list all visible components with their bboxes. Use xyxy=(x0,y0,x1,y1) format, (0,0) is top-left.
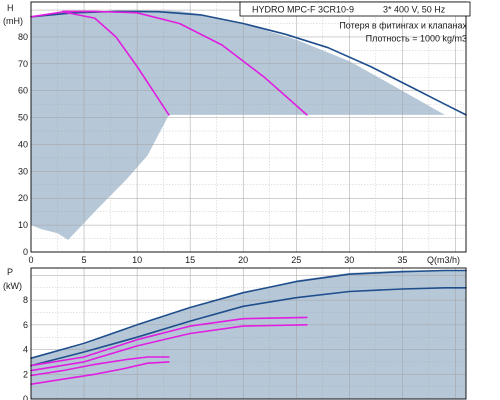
head-y-tick-label: 10 xyxy=(18,220,28,230)
header-box: HYDRO MPC-F 3CR10-9 3* 400 V, 50 Hz xyxy=(239,1,471,17)
head-x-tick-label: 30 xyxy=(344,255,354,265)
flow-axis-label: Q(m3/h) xyxy=(427,255,460,265)
head-x-tick-label: 20 xyxy=(238,255,248,265)
power-plot-frame xyxy=(30,267,467,400)
header-box-frame xyxy=(239,1,471,17)
power-curve-1 xyxy=(30,269,467,359)
density-note: Плотность = 1000 kg/m3 xyxy=(366,34,467,44)
head-x-tick-label: 10 xyxy=(132,255,142,265)
pump-model-label: HYDRO MPC-F 3CR10-9 xyxy=(252,5,354,15)
fittings-loss-note: Потеря в фитингах и клапанах xyxy=(339,21,467,31)
head-operating-envelope xyxy=(31,10,466,240)
head-axis-unit: (mH) xyxy=(3,16,23,26)
head-y-tick-label: 30 xyxy=(18,166,28,176)
power-curve-6 xyxy=(30,361,170,385)
head-x-tick-label: 25 xyxy=(291,255,301,265)
head-y-tick-label: 80 xyxy=(18,32,28,42)
supply-voltage-label: 3* 400 V, 50 Hz xyxy=(383,5,446,15)
power-axis-unit: (kW) xyxy=(3,281,22,291)
head-y-tick-label: 40 xyxy=(18,139,28,149)
head-y-tick-label: 60 xyxy=(18,86,28,96)
power-y-tick-label: 2 xyxy=(23,369,28,379)
head-x-tick-label: 5 xyxy=(82,255,87,265)
power-chart-panel: 0 2 4 6 8 xyxy=(23,267,467,400)
head-axis-label: H xyxy=(7,3,14,13)
head-x-tick-label: 0 xyxy=(28,255,33,265)
head-y-tick-label: 50 xyxy=(18,113,28,123)
power-axis-label: P xyxy=(7,267,13,277)
head-chart-panel: 0 10 20 30 40 50 60 70 80 0 5 10 15 20 25 30 35 xyxy=(18,1,467,265)
power-y-tick-label: 8 xyxy=(23,295,28,305)
power-curve-5 xyxy=(30,356,170,377)
head-y-tick-label: 0 xyxy=(23,247,28,257)
power-curve-3 xyxy=(30,316,308,367)
power-y-tick-label: 4 xyxy=(23,345,28,355)
power-y-tick-label: 6 xyxy=(23,320,28,330)
power-curve-4 xyxy=(30,324,308,372)
head-x-tick-label: 15 xyxy=(185,255,195,265)
head-x-tick-label: 35 xyxy=(397,255,407,265)
head-curve-3 xyxy=(62,10,308,116)
power-curve-2 xyxy=(30,287,467,367)
head-y-tick-label: 70 xyxy=(18,59,28,69)
power-y-tick-label: 0 xyxy=(23,394,28,400)
power-operating-envelope xyxy=(31,270,466,399)
head-y-tick-label: 20 xyxy=(18,193,28,203)
